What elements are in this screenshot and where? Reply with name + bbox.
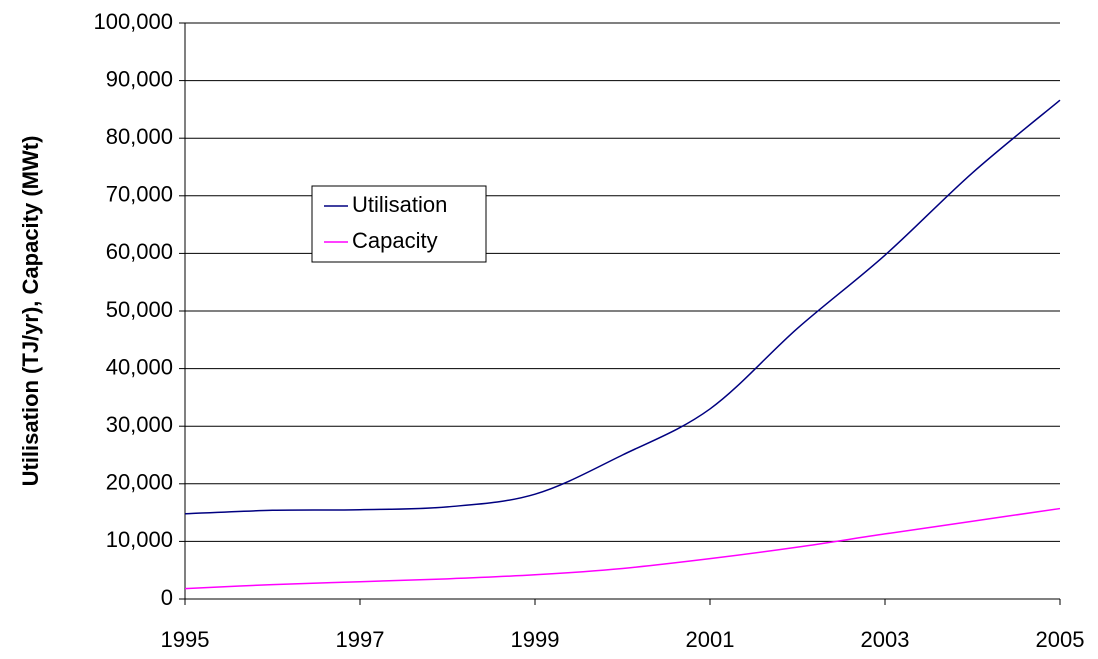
legend-label: Capacity [352, 228, 438, 253]
x-tick-label: 2003 [861, 627, 910, 652]
y-tick-label: 10,000 [106, 527, 173, 552]
y-tick-label: 0 [161, 585, 173, 610]
y-tick-label: 20,000 [106, 470, 173, 495]
x-tick-label: 1999 [511, 627, 560, 652]
legend-label: Utilisation [352, 192, 447, 217]
y-tick-label: 80,000 [106, 124, 173, 149]
line [184, 507, 1061, 590]
y-tick-label: 50,000 [106, 297, 173, 322]
x-tick-label: 1997 [336, 627, 385, 652]
y-tick-label: 70,000 [106, 182, 173, 207]
x-tick-label: 1995 [161, 627, 210, 652]
legend: Utilisation Capacity [311, 185, 487, 263]
y-axis-label: Utilisation (TJ/yr), Capacity (MWt) [18, 136, 43, 487]
y-tick-label: 40,000 [106, 354, 173, 379]
y-tick-label: 60,000 [106, 239, 173, 264]
x-tick-label: 2001 [686, 627, 735, 652]
y-tick-label: 90,000 [106, 66, 173, 91]
legend-box [311, 185, 487, 263]
y-tick-label: 30,000 [106, 412, 173, 437]
line [184, 99, 1061, 515]
x-tick-label: 2005 [1036, 627, 1085, 652]
y-tick-label: 100,000 [93, 9, 173, 34]
